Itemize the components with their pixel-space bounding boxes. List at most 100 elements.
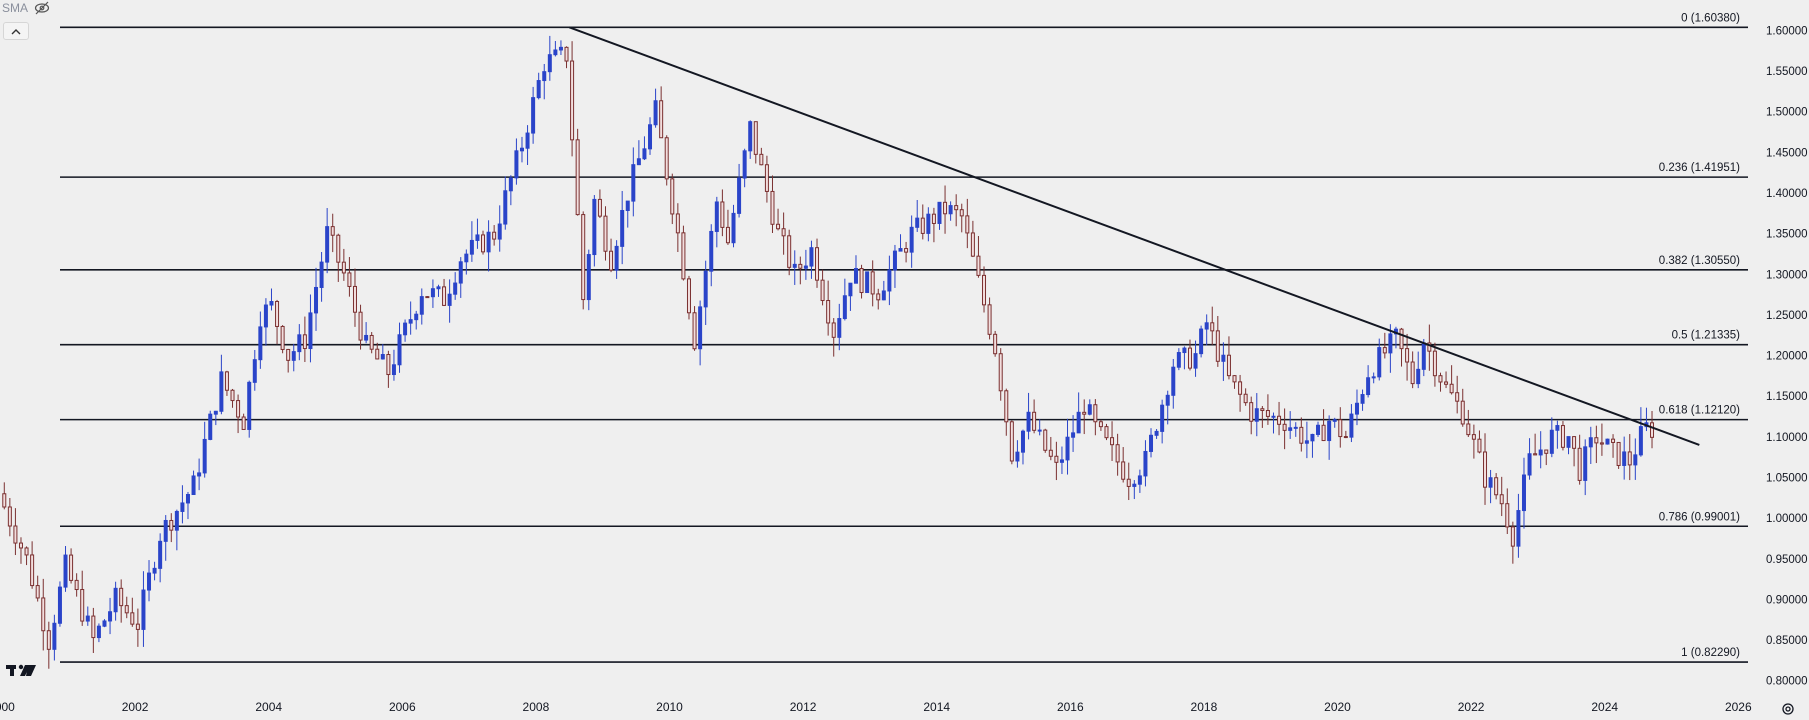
candle-body: [1210, 322, 1215, 332]
fib-level-label: 0.382 (1.30550): [1659, 255, 1740, 267]
candle-body: [1004, 390, 1009, 423]
candle-body: [720, 201, 725, 228]
eye-off-icon[interactable]: [34, 1, 50, 15]
candle-body: [302, 334, 307, 350]
candle-body: [1093, 404, 1098, 423]
candle-body: [503, 190, 508, 225]
candle-body: [686, 278, 691, 314]
candle-body: [152, 567, 157, 574]
candle-body: [1583, 446, 1588, 481]
candle-body: [1037, 429, 1042, 432]
candle-body: [108, 611, 113, 622]
indicator-label[interactable]: SMA: [2, 1, 29, 15]
candle-body: [169, 519, 174, 531]
price-tick-label: 1.35000: [1766, 229, 1808, 241]
candle-body: [659, 100, 664, 139]
candle-body: [275, 300, 280, 327]
candle-body: [1020, 430, 1025, 453]
candle-body: [63, 554, 68, 588]
candle-body: [119, 587, 124, 607]
candle-body: [263, 304, 268, 328]
year-tick-label: 2006: [389, 700, 416, 714]
candle-body: [737, 177, 742, 214]
price-tick-label: 1.05000: [1766, 472, 1808, 484]
price-tick-label: 1.30000: [1766, 269, 1808, 281]
candle-body: [1215, 330, 1220, 362]
gear-icon[interactable]: [1781, 702, 1795, 716]
candle-body: [1199, 328, 1204, 355]
indicator-legend[interactable]: SMA: [0, 0, 50, 16]
candle-body: [52, 622, 57, 650]
candle-body: [197, 472, 202, 477]
candle-body: [764, 164, 769, 192]
candle-body: [135, 623, 140, 630]
candle-body: [1098, 421, 1103, 428]
candle-body: [753, 121, 758, 155]
candle-body: [570, 60, 575, 141]
candle-body: [1633, 454, 1638, 466]
candle-body: [486, 231, 491, 253]
candle-body: [347, 272, 352, 287]
candle-body: [597, 198, 602, 217]
tradingview-logo[interactable]: [6, 662, 36, 678]
year-tick-label: 2020: [1324, 700, 1351, 714]
candle-body: [30, 554, 35, 587]
collapse-legend-button[interactable]: [3, 22, 29, 40]
candle-body: [859, 268, 864, 294]
candle-body: [1232, 375, 1237, 383]
candle-body: [948, 205, 953, 215]
candle-body: [1065, 436, 1070, 461]
candle-body: [586, 254, 591, 301]
candle-body: [803, 265, 808, 269]
candle-body: [1410, 361, 1415, 385]
candle-body: [291, 351, 296, 361]
candle-body: [1360, 394, 1365, 404]
fib-level-label: 1 (0.82290): [1681, 647, 1740, 659]
candle-body: [909, 226, 914, 253]
candle-body: [85, 615, 90, 622]
candle-body: [965, 215, 970, 234]
year-tick-label: 2018: [1191, 700, 1218, 714]
candle-body: [648, 124, 653, 150]
candle-body: [185, 494, 190, 504]
candle-body: [926, 213, 931, 234]
candle-body: [1622, 451, 1627, 466]
candle-body: [1115, 444, 1120, 463]
candle-body: [614, 245, 619, 271]
candle-body: [620, 209, 625, 247]
candle-body: [1460, 400, 1465, 425]
candle-body: [1516, 510, 1521, 547]
candle-body: [770, 190, 775, 225]
candle-body: [915, 217, 920, 228]
fib-level-label: 0.786 (0.99001): [1659, 511, 1740, 523]
candle-body: [1371, 376, 1376, 379]
candle-body: [1416, 368, 1421, 385]
candle-body: [41, 597, 46, 632]
candle-body: [954, 205, 959, 211]
year-tick-label: 2012: [790, 700, 817, 714]
candle-body: [1165, 394, 1170, 406]
candle-body: [1059, 459, 1064, 463]
candle-body: [330, 226, 335, 236]
candle-body: [1193, 353, 1198, 369]
candle-body: [675, 213, 680, 234]
candle-body: [642, 148, 647, 160]
candle-body: [1009, 421, 1014, 462]
candle-body: [202, 438, 207, 474]
candle-body: [286, 348, 291, 361]
candle-body: [1332, 419, 1337, 422]
candle-body: [1187, 347, 1192, 369]
price-tick-label: 0.95000: [1766, 554, 1808, 566]
price-tick-label: 1.40000: [1766, 188, 1808, 200]
candle-body: [375, 348, 380, 360]
candle-body: [1293, 426, 1298, 429]
candle-body: [1327, 420, 1332, 442]
candle-body: [96, 625, 101, 639]
candle-body: [536, 80, 541, 99]
candle-body: [870, 271, 875, 295]
price-tick-label: 1.00000: [1766, 513, 1808, 525]
candle-body: [69, 554, 74, 581]
candle-body: [1499, 494, 1504, 505]
